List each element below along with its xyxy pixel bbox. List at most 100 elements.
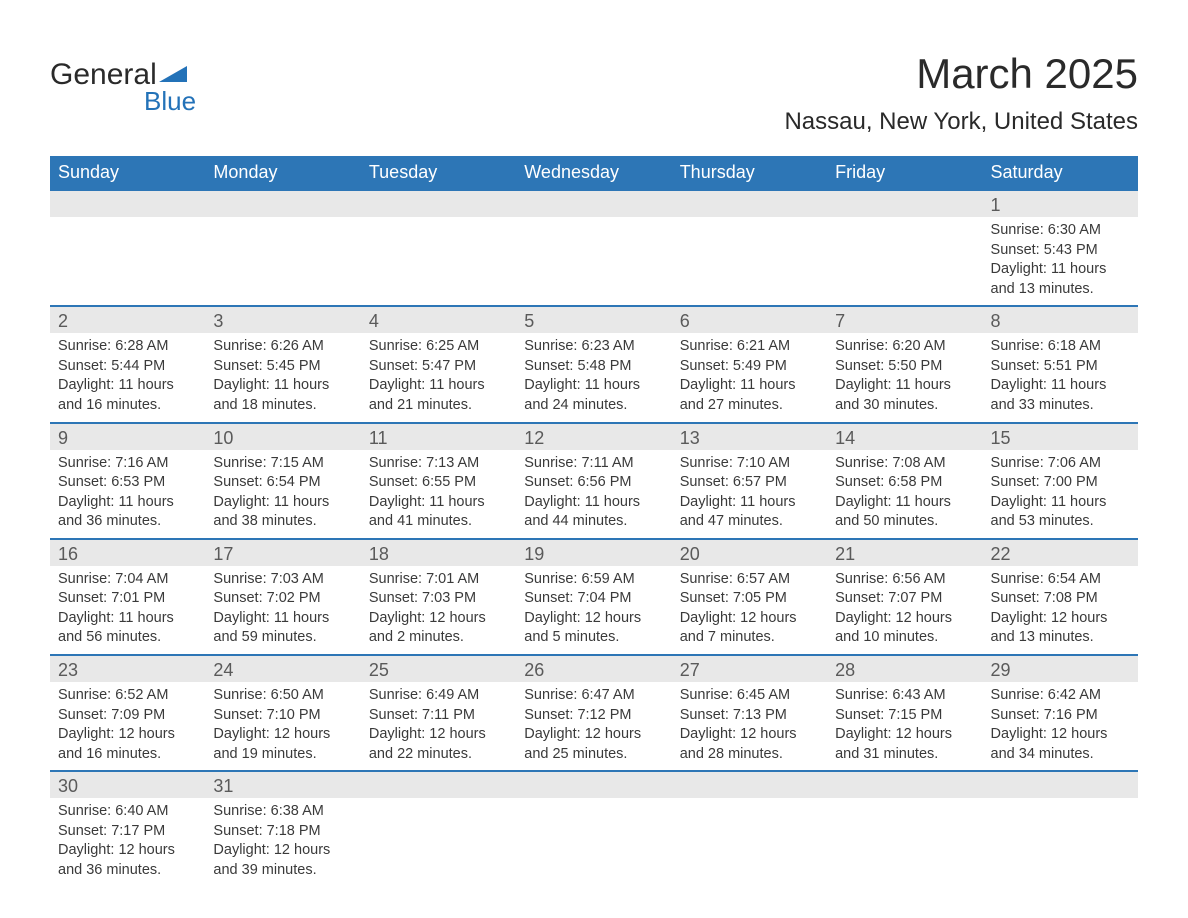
day-sunrise: Sunrise: 7:10 AM	[680, 454, 819, 474]
location: Nassau, New York, United States	[784, 108, 1138, 136]
header: General Blue March 2025 Nassau, New York…	[50, 50, 1138, 136]
day-cell	[827, 190, 982, 306]
day-content: Sunrise: 6:47 AMSunset: 7:12 PMDaylight:…	[516, 682, 671, 770]
day-header: Saturday	[983, 156, 1138, 190]
day-content: Sunrise: 7:13 AMSunset: 6:55 PMDaylight:…	[361, 450, 516, 538]
day-cell: 23Sunrise: 6:52 AMSunset: 7:09 PMDayligh…	[50, 655, 205, 771]
day-sunrise: Sunrise: 6:43 AM	[835, 686, 974, 706]
day-number: 15	[983, 424, 1138, 450]
empty-day-bar	[50, 191, 205, 217]
day-dl1: Daylight: 11 hours	[991, 493, 1130, 513]
day-number: 13	[672, 424, 827, 450]
day-number: 8	[983, 307, 1138, 333]
day-dl1: Daylight: 12 hours	[369, 609, 508, 629]
day-dl2: and 33 minutes.	[991, 396, 1130, 416]
day-cell	[516, 190, 671, 306]
day-sunrise: Sunrise: 6:28 AM	[58, 337, 197, 357]
day-dl2: and 44 minutes.	[524, 512, 663, 532]
day-sunrise: Sunrise: 6:25 AM	[369, 337, 508, 357]
day-content: Sunrise: 6:38 AMSunset: 7:18 PMDaylight:…	[205, 798, 360, 886]
day-dl1: Daylight: 11 hours	[369, 376, 508, 396]
day-cell: 22Sunrise: 6:54 AMSunset: 7:08 PMDayligh…	[983, 539, 1138, 655]
empty-day-bar	[983, 772, 1138, 798]
day-cell: 8Sunrise: 6:18 AMSunset: 5:51 PMDaylight…	[983, 306, 1138, 422]
day-number: 7	[827, 307, 982, 333]
day-dl2: and 31 minutes.	[835, 745, 974, 765]
day-header: Monday	[205, 156, 360, 190]
day-number: 4	[361, 307, 516, 333]
day-dl2: and 34 minutes.	[991, 745, 1130, 765]
day-content: Sunrise: 7:03 AMSunset: 7:02 PMDaylight:…	[205, 566, 360, 654]
day-dl1: Daylight: 11 hours	[680, 493, 819, 513]
day-cell: 29Sunrise: 6:42 AMSunset: 7:16 PMDayligh…	[983, 655, 1138, 771]
empty-day-bar	[827, 772, 982, 798]
day-sunset: Sunset: 5:45 PM	[213, 357, 352, 377]
day-dl1: Daylight: 11 hours	[835, 493, 974, 513]
day-dl2: and 59 minutes.	[213, 628, 352, 648]
day-cell: 18Sunrise: 7:01 AMSunset: 7:03 PMDayligh…	[361, 539, 516, 655]
day-cell: 15Sunrise: 7:06 AMSunset: 7:00 PMDayligh…	[983, 423, 1138, 539]
day-content: Sunrise: 6:28 AMSunset: 5:44 PMDaylight:…	[50, 333, 205, 421]
day-dl2: and 24 minutes.	[524, 396, 663, 416]
day-sunset: Sunset: 7:07 PM	[835, 589, 974, 609]
day-number: 12	[516, 424, 671, 450]
day-number: 31	[205, 772, 360, 798]
day-dl1: Daylight: 12 hours	[991, 609, 1130, 629]
day-sunset: Sunset: 7:12 PM	[524, 706, 663, 726]
day-sunrise: Sunrise: 6:56 AM	[835, 570, 974, 590]
day-dl1: Daylight: 12 hours	[213, 725, 352, 745]
day-sunrise: Sunrise: 6:23 AM	[524, 337, 663, 357]
day-sunset: Sunset: 6:53 PM	[58, 473, 197, 493]
day-dl1: Daylight: 12 hours	[835, 725, 974, 745]
month-title: March 2025	[784, 50, 1138, 98]
day-dl2: and 13 minutes.	[991, 280, 1130, 300]
day-number: 28	[827, 656, 982, 682]
day-dl2: and 22 minutes.	[369, 745, 508, 765]
day-cell: 16Sunrise: 7:04 AMSunset: 7:01 PMDayligh…	[50, 539, 205, 655]
day-sunset: Sunset: 6:54 PM	[213, 473, 352, 493]
day-number: 6	[672, 307, 827, 333]
day-cell: 4 Sunrise: 6:25 AMSunset: 5:47 PMDaylight…	[361, 306, 516, 422]
empty-day-bar	[672, 191, 827, 217]
day-dl1: Daylight: 12 hours	[991, 725, 1130, 745]
day-content: Sunrise: 7:06 AMSunset: 7:00 PMDaylight:…	[983, 450, 1138, 538]
day-dl1: Daylight: 12 hours	[369, 725, 508, 745]
day-number: 14	[827, 424, 982, 450]
day-dl2: and 2 minutes.	[369, 628, 508, 648]
day-content: Sunrise: 6:59 AMSunset: 7:04 PMDaylight:…	[516, 566, 671, 654]
day-sunrise: Sunrise: 6:59 AM	[524, 570, 663, 590]
day-sunset: Sunset: 7:17 PM	[58, 822, 197, 842]
day-content: Sunrise: 6:56 AMSunset: 7:07 PMDaylight:…	[827, 566, 982, 654]
day-header: Friday	[827, 156, 982, 190]
day-number: 3	[205, 307, 360, 333]
day-number: 20	[672, 540, 827, 566]
day-dl1: Daylight: 11 hours	[213, 493, 352, 513]
day-sunset: Sunset: 5:50 PM	[835, 357, 974, 377]
day-sunset: Sunset: 7:18 PM	[213, 822, 352, 842]
day-cell: 20Sunrise: 6:57 AMSunset: 7:05 PMDayligh…	[672, 539, 827, 655]
day-dl1: Daylight: 12 hours	[524, 609, 663, 629]
day-cell: 14Sunrise: 7:08 AMSunset: 6:58 PMDayligh…	[827, 423, 982, 539]
day-cell: 13Sunrise: 7:10 AMSunset: 6:57 PMDayligh…	[672, 423, 827, 539]
day-sunrise: Sunrise: 7:13 AM	[369, 454, 508, 474]
day-cell: 28Sunrise: 6:43 AMSunset: 7:15 PMDayligh…	[827, 655, 982, 771]
day-sunrise: Sunrise: 6:20 AM	[835, 337, 974, 357]
day-sunrise: Sunrise: 6:30 AM	[991, 221, 1130, 241]
day-cell: 10Sunrise: 7:15 AMSunset: 6:54 PMDayligh…	[205, 423, 360, 539]
day-sunset: Sunset: 7:08 PM	[991, 589, 1130, 609]
day-cell	[516, 771, 671, 886]
day-dl1: Daylight: 11 hours	[58, 609, 197, 629]
day-content: Sunrise: 6:21 AMSunset: 5:49 PMDaylight:…	[672, 333, 827, 421]
day-number: 10	[205, 424, 360, 450]
day-header: Tuesday	[361, 156, 516, 190]
empty-day-bar	[361, 191, 516, 217]
day-dl2: and 56 minutes.	[58, 628, 197, 648]
day-cell: 25Sunrise: 6:49 AMSunset: 7:11 PMDayligh…	[361, 655, 516, 771]
day-sunset: Sunset: 6:55 PM	[369, 473, 508, 493]
day-sunset: Sunset: 5:47 PM	[369, 357, 508, 377]
day-dl2: and 36 minutes.	[58, 861, 197, 881]
logo-text-blue: Blue	[144, 86, 196, 117]
calendar-body: 1Sunrise: 6:30 AMSunset: 5:43 PMDaylight…	[50, 190, 1138, 887]
day-dl2: and 5 minutes.	[524, 628, 663, 648]
day-sunrise: Sunrise: 7:08 AM	[835, 454, 974, 474]
